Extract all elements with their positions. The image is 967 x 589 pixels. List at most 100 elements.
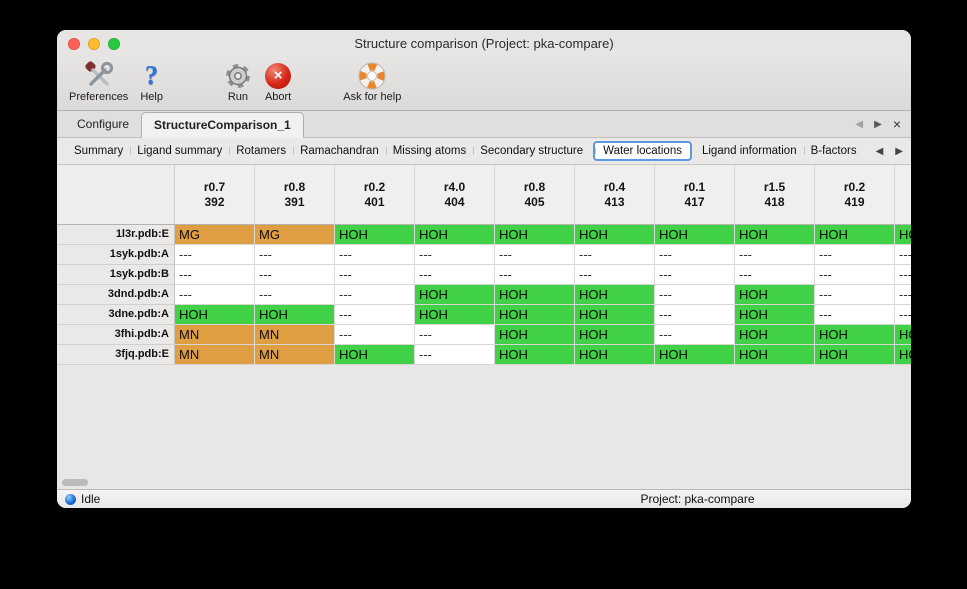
title-bar[interactable]: Structure comparison (Project: pka-compa… (57, 30, 911, 57)
table-cell[interactable]: HOH (575, 325, 655, 345)
scrollbar-thumb[interactable] (62, 479, 88, 486)
subtab-summary[interactable]: Summary (74, 145, 124, 157)
table-cell[interactable]: HOH (335, 345, 415, 365)
table-cell[interactable]: --- (655, 265, 735, 285)
close-tab-icon[interactable]: × (892, 116, 901, 132)
table-cell[interactable]: HOH (575, 305, 655, 325)
table-cell[interactable]: --- (655, 285, 735, 305)
minimize-window-button[interactable] (88, 38, 100, 50)
tab-configure[interactable]: Configure (77, 117, 130, 131)
ask-for-help-button[interactable]: Ask for help (337, 59, 407, 104)
table-cell[interactable]: MN (255, 325, 335, 345)
table-cell[interactable]: HOH (495, 225, 575, 245)
run-button[interactable]: Run (217, 59, 259, 104)
table-cell[interactable]: HOH (815, 225, 895, 245)
table-cell[interactable]: MN (175, 345, 255, 365)
table-cell[interactable]: --- (255, 285, 335, 305)
table-cell[interactable]: --- (255, 265, 335, 285)
table-cell[interactable]: HOH (655, 225, 735, 245)
table-cell[interactable]: HOH (335, 225, 415, 245)
table-cell[interactable]: --- (415, 265, 495, 285)
row-label[interactable]: 3fhi.pdb:A (57, 325, 175, 345)
prev-subtab-icon[interactable]: ◀ (875, 145, 884, 157)
table-cell[interactable]: --- (655, 325, 735, 345)
subtab-missing-atoms[interactable]: Missing atoms (385, 142, 474, 160)
row-label[interactable]: 3dnd.pdb:A (57, 285, 175, 305)
table-cell[interactable]: HOH (255, 305, 335, 325)
abort-button[interactable]: × Abort (259, 59, 297, 104)
table-cell[interactable]: --- (415, 325, 495, 345)
table-cell[interactable]: --- (495, 245, 575, 265)
table-cell[interactable]: HOH (175, 305, 255, 325)
table-cell[interactable]: HOH (815, 325, 895, 345)
table-cell[interactable]: HOH (495, 345, 575, 365)
table-cell[interactable]: HOH (735, 325, 815, 345)
table-cell[interactable]: HOH (415, 225, 495, 245)
table-cell[interactable]: MN (255, 345, 335, 365)
zoom-window-button[interactable] (108, 38, 120, 50)
table-cell[interactable]: HOH (495, 305, 575, 325)
table-cell[interactable]: MG (175, 225, 255, 245)
table-cell[interactable]: HOH (575, 285, 655, 305)
table-cell[interactable]: --- (575, 265, 655, 285)
table-cell[interactable]: HOH (895, 345, 911, 365)
table-cell[interactable]: --- (175, 245, 255, 265)
table-cell[interactable]: --- (655, 305, 735, 325)
next-subtab-icon[interactable]: ▶ (895, 145, 903, 157)
table-cell[interactable]: --- (895, 285, 911, 305)
table-cell[interactable]: HOH (735, 285, 815, 305)
table-cell[interactable]: --- (655, 245, 735, 265)
table-cell[interactable]: --- (815, 265, 895, 285)
close-window-button[interactable] (68, 38, 80, 50)
table-cell[interactable]: --- (335, 285, 415, 305)
row-label[interactable]: 1syk.pdb:A (57, 245, 175, 265)
table-cell[interactable]: --- (895, 305, 911, 325)
table-cell[interactable]: --- (415, 245, 495, 265)
tab-structurecomparison-1[interactable]: StructureComparison_1 (141, 112, 304, 138)
table-cell[interactable]: --- (335, 245, 415, 265)
table-cell[interactable]: --- (895, 265, 911, 285)
table-cell[interactable]: --- (415, 345, 495, 365)
table-cell[interactable]: --- (735, 245, 815, 265)
table-cell[interactable]: --- (175, 285, 255, 305)
table-cell[interactable]: --- (175, 265, 255, 285)
table-cell[interactable]: --- (815, 285, 895, 305)
subtab-ligand-summary[interactable]: Ligand summary (130, 142, 229, 160)
subtab-rotamers[interactable]: Rotamers (229, 142, 293, 160)
table-cell[interactable]: HOH (575, 225, 655, 245)
row-label[interactable]: 3dne.pdb:A (57, 305, 175, 325)
table-cell[interactable]: HOH (735, 305, 815, 325)
table-cell[interactable]: HOH (895, 325, 911, 345)
table-cell[interactable]: --- (335, 265, 415, 285)
table-cell[interactable]: HOH (895, 225, 911, 245)
table-cell[interactable]: --- (735, 265, 815, 285)
table-cell[interactable]: HOH (415, 305, 495, 325)
table-cell[interactable]: --- (575, 245, 655, 265)
table-cell[interactable]: MN (175, 325, 255, 345)
row-label[interactable]: 1l3r.pdb:E (57, 225, 175, 245)
table-cell[interactable]: --- (815, 245, 895, 265)
table-cell[interactable]: HOH (495, 325, 575, 345)
table-cell[interactable]: HOH (735, 345, 815, 365)
table-cell[interactable]: --- (495, 265, 575, 285)
table-cell[interactable]: --- (335, 325, 415, 345)
preferences-button[interactable]: Preferences (63, 59, 134, 104)
table-cell[interactable]: HOH (735, 225, 815, 245)
table-cell[interactable]: HOH (495, 285, 575, 305)
subtab-water-locations[interactable]: Water locations (593, 141, 692, 161)
prev-tab-icon[interactable]: ◀ (855, 118, 864, 130)
row-label[interactable]: 1syk.pdb:B (57, 265, 175, 285)
row-label[interactable]: 3fjq.pdb:E (57, 345, 175, 365)
table-cell[interactable]: --- (335, 305, 415, 325)
table-cell[interactable]: MG (255, 225, 335, 245)
table-cell[interactable]: --- (815, 305, 895, 325)
subtab-ramachandran[interactable]: Ramachandran (293, 142, 386, 160)
help-button[interactable]: ? Help (134, 59, 169, 104)
table-cell[interactable]: HOH (575, 345, 655, 365)
subtab-b-factors[interactable]: B-factors (803, 142, 864, 160)
subtab-secondary-structure[interactable]: Secondary structure (473, 142, 590, 160)
table-cell[interactable]: HOH (815, 345, 895, 365)
table-cell[interactable]: HOH (415, 285, 495, 305)
horizontal-scrollbar[interactable] (57, 476, 911, 489)
table-cell[interactable]: HOH (655, 345, 735, 365)
